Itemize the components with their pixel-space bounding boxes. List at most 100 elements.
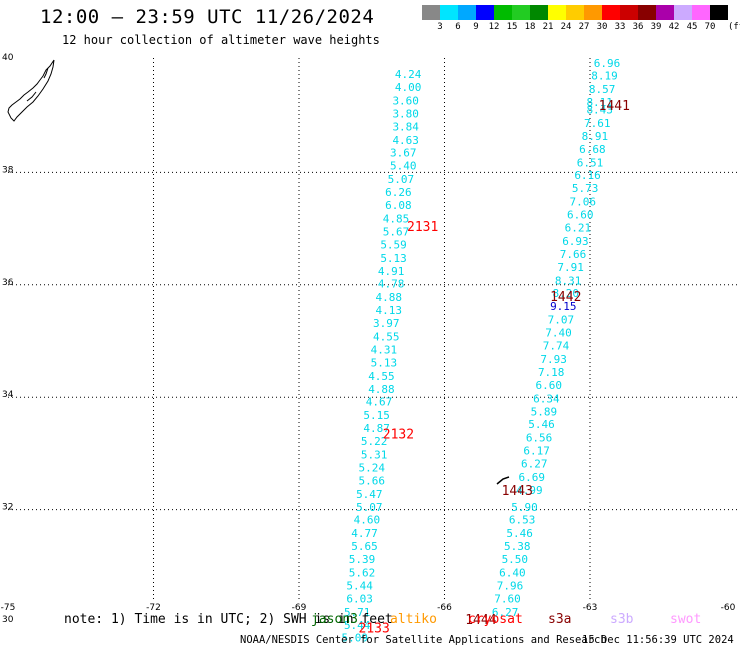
wave-height-value: 7.60 xyxy=(494,592,521,605)
colorbar-swatch xyxy=(530,5,548,20)
colorbar-swatch xyxy=(458,5,476,20)
wave-height-value: 4.24 xyxy=(395,68,422,81)
wave-height-value: 8.91 xyxy=(582,130,609,143)
wave-height-value: 3.67 xyxy=(390,147,417,160)
lat-tick-label: 32 xyxy=(2,503,13,513)
colorbar-label: 15 xyxy=(506,22,518,32)
lat-tick-label: 34 xyxy=(2,390,14,400)
wave-height-value: 4.77 xyxy=(351,527,378,540)
wave-height-value: 8.57 xyxy=(589,83,616,96)
credit-line: NOAA/NESDIS Center for Satellite Applica… xyxy=(240,634,607,646)
wave-height-value: 5.90 xyxy=(511,501,538,514)
lon-tick-label: -60 xyxy=(721,603,736,613)
wave-height-value: 6.03 xyxy=(346,592,373,605)
page-subtitle: 12 hour collection of altimeter wave hei… xyxy=(62,33,380,47)
wave-height-value: 5.13 xyxy=(371,356,398,369)
wave-height-value: 5.47 xyxy=(356,488,383,501)
wave-height-value: 6.08 xyxy=(385,199,412,212)
coastline xyxy=(7,59,55,122)
pass-number-label: 2132 xyxy=(383,428,414,443)
wave-height-value: 6.40 xyxy=(499,567,526,580)
satellite-s3b: s3b xyxy=(610,612,634,627)
satellite-swot: swot xyxy=(670,612,702,627)
wave-height-value: 4.00 xyxy=(395,81,422,94)
wave-height-value: 4.63 xyxy=(392,134,419,147)
satellite-altiko: altiko xyxy=(390,612,437,627)
wave-height-value: 5.67 xyxy=(383,225,410,238)
generated-timestamp: 15 Dec 11:56:39 UTC 2024 xyxy=(582,634,734,646)
colorbar-swatch xyxy=(602,5,620,20)
wave-height-value: 5.44 xyxy=(346,579,373,592)
pass-number-label: 2131 xyxy=(407,220,438,235)
wave-height-value: 4.55 xyxy=(373,331,400,344)
wave-height-value: 3.97 xyxy=(373,317,400,330)
wave-height-value: 5.09 xyxy=(342,632,369,645)
wave-height-value: 5.44 xyxy=(344,619,371,632)
wave-height-value: 6.34 xyxy=(533,392,560,405)
wave-height-value: 4.85 xyxy=(383,212,410,225)
wave-height-value: 6.26 xyxy=(385,186,412,199)
colorbar-label: 36 xyxy=(632,22,644,32)
wave-height-value: 7.07 xyxy=(548,314,575,327)
colorbar-swatch xyxy=(512,5,530,20)
colorbar-swatch xyxy=(638,5,656,20)
wave-height-value: 7.93 xyxy=(540,353,567,366)
colorbar-swatch xyxy=(476,5,494,20)
wave-height-value: 7.40 xyxy=(545,327,572,340)
wave-height-value: 6.17 xyxy=(523,445,550,458)
satellite-cryosat: cryosat xyxy=(468,612,523,627)
colorbar-label: 3 xyxy=(437,22,443,32)
wave-height-value: 5.07 xyxy=(388,173,415,186)
wave-height-value: 5.13 xyxy=(380,252,407,265)
lon-tick-label: -75 xyxy=(1,603,16,613)
wave-height-value: 7.66 xyxy=(560,248,587,261)
wave-height-value: 5.89 xyxy=(531,405,558,418)
wave-height-value: 4.31 xyxy=(371,343,398,356)
wave-height-value: 8.43 xyxy=(586,103,613,116)
pass-1443-track-mark xyxy=(496,476,510,485)
wave-height-value: 7.96 xyxy=(497,579,524,592)
colorbar-label: 12 xyxy=(488,22,500,32)
wave-height-value: 7.18 xyxy=(538,366,565,379)
wave-height-value: 4.91 xyxy=(378,265,405,278)
lon-tick-label: -72 xyxy=(146,603,161,613)
page-title: 12:00 – 23:59 UTC 11/26/2024 xyxy=(40,6,375,28)
colorbar-swatch xyxy=(710,5,728,20)
wave-height-value: 4.60 xyxy=(354,514,381,527)
wave-height-value: 5.59 xyxy=(380,238,407,251)
colorbar-label: 70 xyxy=(704,22,716,32)
wave-height-value: 5.40 xyxy=(390,160,417,173)
colorbar-unit: (ft) xyxy=(728,22,740,32)
colorbar-label: 21 xyxy=(542,22,554,32)
lat-tick-label: 38 xyxy=(2,165,14,175)
axis-labels: -75 -72 -69 -66 -63 -60 40 38 36 34 32 30 xyxy=(1,53,736,625)
wave-height-value: 7.91 xyxy=(557,261,584,274)
wave-height-value: 8.19 xyxy=(591,70,618,83)
wave-height-value: 5.71 xyxy=(344,606,371,619)
colorbar-label: 6 xyxy=(455,22,461,32)
wave-height-value: 3.60 xyxy=(392,94,419,107)
wave-height-value: 5.07 xyxy=(356,501,383,514)
lon-tick-label: -66 xyxy=(437,603,452,613)
wave-height-value: 6.27 xyxy=(521,458,548,471)
wave-height-value: 9.15 xyxy=(550,300,577,313)
wave-height-values: 4.244.003.603.803.844.633.675.405.076.26… xyxy=(342,57,621,645)
colorbar-label: 45 xyxy=(686,22,698,32)
wave-height-value: 6.16 xyxy=(574,169,601,182)
wave-height-value: 6.93 xyxy=(562,235,589,248)
colorbar-label: 30 xyxy=(596,22,608,32)
colorbar-swatch xyxy=(548,5,566,20)
wave-height-value: 6.56 xyxy=(526,432,553,445)
lon-tick-label: -69 xyxy=(292,603,307,613)
wave-height-value: 5.46 xyxy=(528,418,555,431)
colorbar-label: 42 xyxy=(668,22,680,32)
pass-number-label: 1444 xyxy=(465,613,496,628)
lat-tick-label: 40 xyxy=(2,53,14,63)
wave-height-value: 5.50 xyxy=(502,553,529,566)
colorbar-swatch xyxy=(692,5,710,20)
wave-height-value: 3.84 xyxy=(392,120,419,133)
colorbar-swatch xyxy=(674,5,692,20)
colorbar-swatch xyxy=(656,5,674,20)
wave-height-value: 8.31 xyxy=(555,274,582,287)
lat-tick-label: 36 xyxy=(2,278,14,288)
